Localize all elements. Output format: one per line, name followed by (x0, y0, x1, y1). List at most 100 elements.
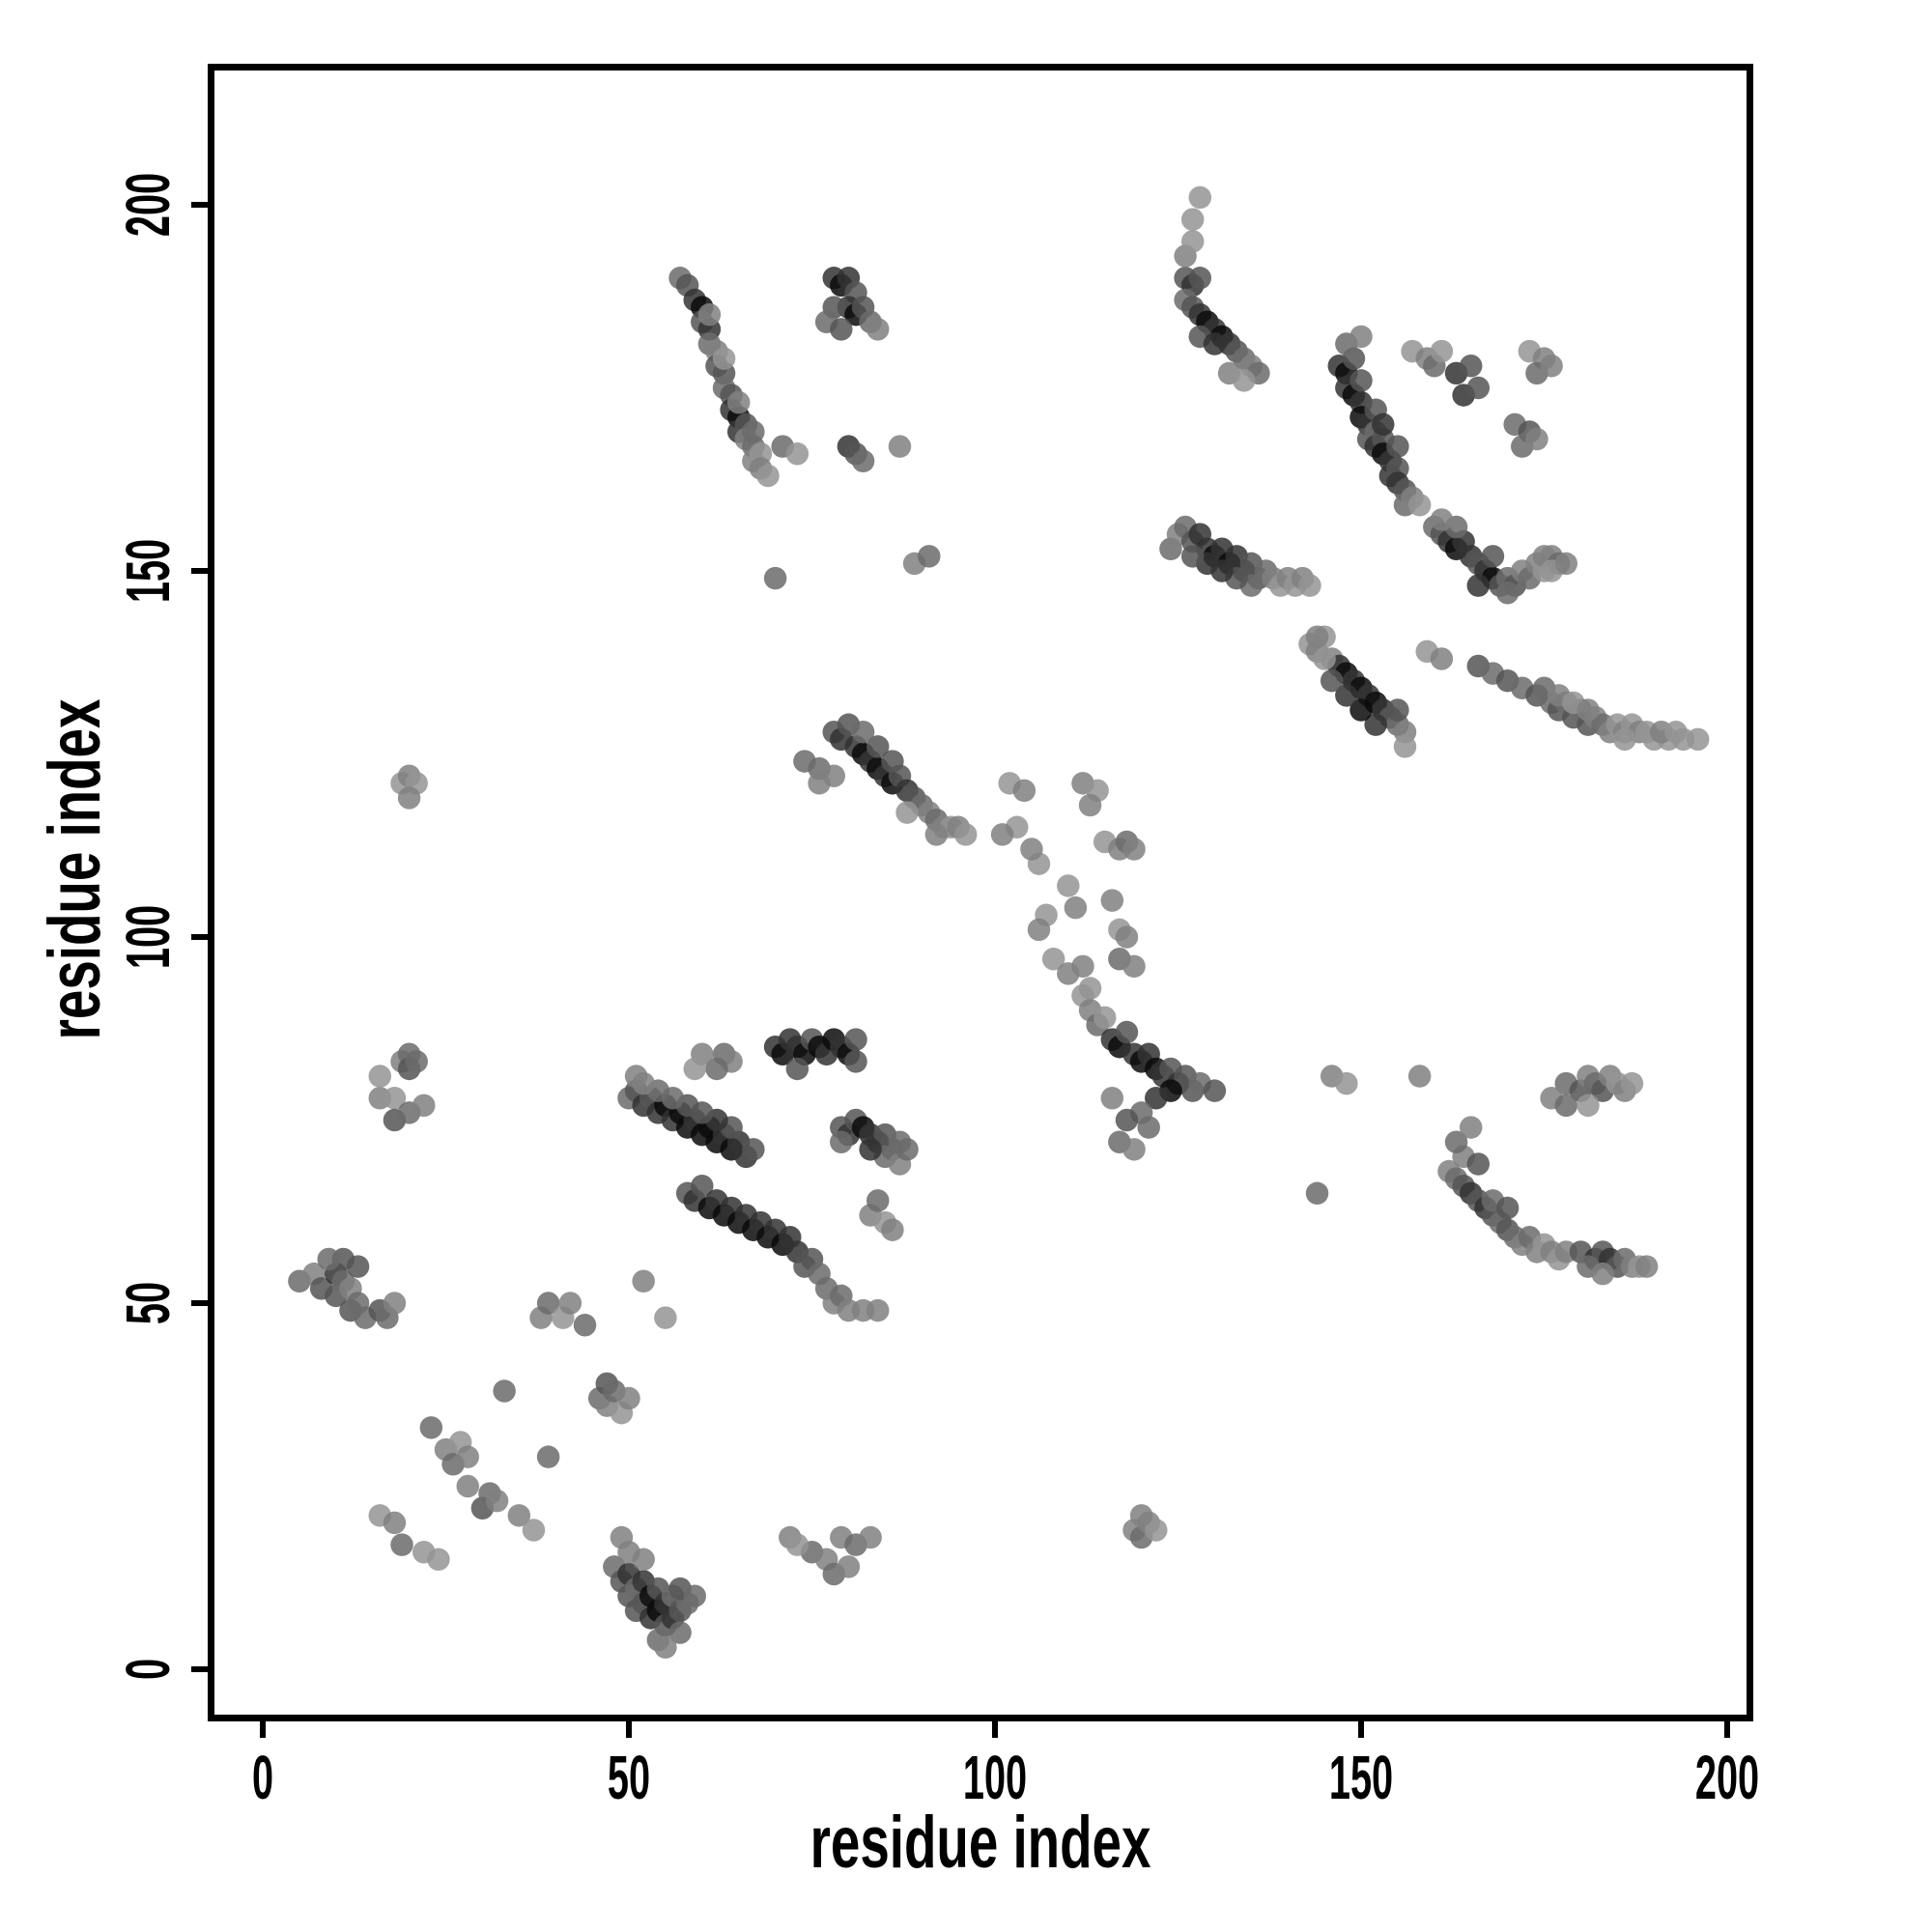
contact-point (1093, 1006, 1117, 1030)
contact-point (830, 318, 853, 341)
contact-point (1466, 376, 1491, 400)
contact-point (1305, 625, 1329, 648)
contact-point (1350, 325, 1373, 349)
contact-point (830, 1130, 853, 1153)
contact-point (1100, 1087, 1124, 1110)
x-tick-mark (626, 1721, 632, 1738)
contact-point (1057, 874, 1080, 897)
y-tick-label: 0 (113, 1658, 183, 1681)
x-tick-mark (992, 1721, 998, 1738)
contact-point (1203, 1079, 1227, 1102)
contact-point (1122, 838, 1146, 861)
contact-point (697, 302, 722, 327)
contact-point (895, 801, 919, 824)
y-tick-label: 150 (113, 538, 183, 604)
contact-point (1686, 727, 1710, 752)
contact-point (1078, 977, 1102, 1000)
contact-point (844, 1050, 867, 1073)
contact-point (742, 420, 765, 443)
contact-point (859, 1138, 882, 1161)
contact-point (691, 1174, 714, 1198)
contact-point (1554, 552, 1577, 576)
x-tick-mark (260, 1721, 266, 1738)
contact-point (1203, 332, 1227, 355)
contact-point (1577, 698, 1600, 722)
contact-point (1298, 574, 1321, 597)
contact-point (851, 721, 875, 744)
contact-point (1430, 647, 1454, 670)
contact-point (1129, 1504, 1153, 1527)
contact-point (1466, 1152, 1491, 1176)
y-tick-mark (191, 202, 208, 208)
contact-point (785, 1533, 810, 1556)
contact-point (1145, 1519, 1168, 1542)
contact-point (1386, 698, 1409, 722)
contact-point (866, 1189, 890, 1212)
y-tick-label: 50 (113, 1281, 183, 1325)
contact-point (1664, 721, 1688, 744)
contact-point (507, 1504, 531, 1527)
contact-point (1137, 1116, 1160, 1139)
contact-point (397, 786, 421, 810)
contact-point (1188, 185, 1211, 210)
contact-point (918, 545, 941, 568)
x-tick-label: 50 (607, 1743, 651, 1812)
contact-point (610, 1525, 634, 1549)
contact-point (924, 823, 949, 846)
contact-point (683, 1584, 706, 1607)
contact-point (712, 347, 736, 370)
contact-point (456, 1474, 479, 1498)
contact-point (1495, 1196, 1520, 1220)
contact-point (1180, 545, 1205, 568)
contact-point (859, 1525, 882, 1549)
contact-point (1350, 369, 1373, 392)
contact-point (1313, 647, 1336, 670)
contact-point (1100, 889, 1124, 912)
contact-point (785, 1057, 810, 1081)
contact-point (756, 464, 780, 488)
contact-point (624, 1065, 648, 1088)
contact-point (1407, 494, 1432, 517)
contact-point (419, 1416, 443, 1439)
contact-point (536, 1445, 560, 1468)
scatter-points (288, 185, 1710, 1660)
contact-point (1577, 1094, 1600, 1118)
contact-point (1495, 581, 1520, 605)
contact-point (1078, 793, 1102, 817)
y-tick-mark (191, 1666, 208, 1672)
contact-point (573, 1313, 597, 1337)
plot-area (208, 64, 1753, 1721)
contact-point (1430, 508, 1454, 531)
contact-point (1027, 918, 1051, 942)
contact-point (456, 1445, 479, 1468)
y-tick-mark (191, 568, 208, 574)
contact-point (1350, 698, 1373, 722)
contact-point (493, 1379, 516, 1403)
x-tick-label: 100 (962, 1743, 1028, 1812)
contact-point (1466, 574, 1491, 597)
contact-point (1115, 1020, 1139, 1044)
contact-point (1122, 1138, 1146, 1161)
x-tick-mark (1358, 1721, 1364, 1738)
contact-point (1371, 412, 1395, 437)
contact-point (866, 735, 890, 758)
y-axis-title: residue index (34, 698, 116, 1040)
contact-point (1634, 1255, 1659, 1278)
contact-point (837, 1555, 861, 1578)
contact-point (1620, 1071, 1644, 1095)
contact-point (1407, 1065, 1432, 1088)
y-tick-label: 200 (113, 172, 183, 238)
contact-point (683, 1057, 706, 1081)
contact-point (742, 1138, 765, 1161)
contact-point (1335, 684, 1358, 707)
contact-point (654, 1306, 677, 1329)
contact-point (1459, 1116, 1483, 1139)
contact-point (383, 1511, 407, 1535)
contact-point (1115, 925, 1139, 949)
contact-point (705, 1057, 728, 1081)
contact-point (1180, 208, 1205, 231)
contact-point (1020, 838, 1043, 861)
contact-point (427, 1548, 450, 1572)
contact-point (1115, 1108, 1139, 1132)
